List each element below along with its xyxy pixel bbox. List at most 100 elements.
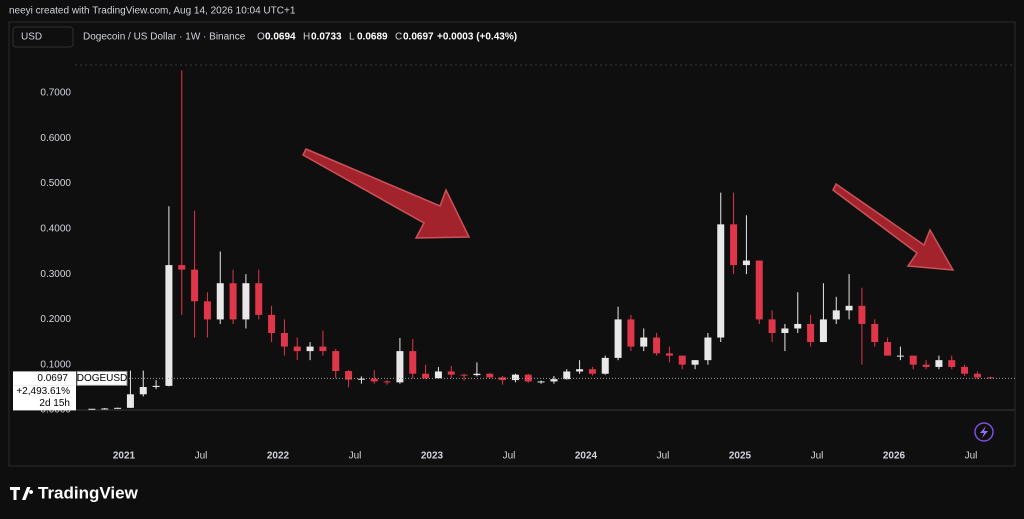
badge-countdown: 2d 15h bbox=[39, 398, 70, 409]
y-tick-label: 0.3000 bbox=[40, 269, 71, 280]
symbol-badge bbox=[76, 370, 128, 386]
candle-body bbox=[691, 360, 699, 365]
candle-body bbox=[332, 351, 340, 372]
price-badge-value: 0.0697 bbox=[37, 373, 68, 384]
logo-mark bbox=[10, 487, 34, 500]
ohlc-key: O bbox=[257, 32, 265, 43]
candle-body bbox=[178, 265, 186, 270]
x-tick-label: Jul bbox=[657, 451, 670, 462]
candle-body bbox=[576, 369, 584, 372]
badge-change: +2,493.61% bbox=[16, 386, 70, 397]
candle-body bbox=[601, 357, 609, 374]
symbol-badge-text: DOGEUSD bbox=[77, 373, 128, 384]
ohlc-value: 0.0733 bbox=[311, 32, 342, 43]
candle-body bbox=[306, 346, 314, 352]
x-tick-label: Jul bbox=[503, 451, 516, 462]
lightning-bolt bbox=[980, 426, 988, 438]
x-tick-label: Jul bbox=[811, 451, 824, 462]
candle-body bbox=[884, 342, 892, 356]
candle-body bbox=[640, 337, 648, 347]
ohlc-value: 0.0689 bbox=[357, 32, 388, 43]
candle-body bbox=[486, 373, 494, 378]
ohlc-key: H bbox=[303, 32, 310, 43]
ohlc-key: C bbox=[395, 32, 402, 43]
candle-body bbox=[191, 269, 199, 302]
y-tick-label: 0.6000 bbox=[40, 133, 71, 144]
candle-body bbox=[229, 283, 237, 320]
lightning-icon[interactable] bbox=[974, 422, 994, 442]
candle-body bbox=[242, 283, 250, 320]
candle-body bbox=[973, 373, 981, 378]
candle-body bbox=[460, 374, 468, 376]
candle-body bbox=[781, 328, 789, 333]
candle-body bbox=[447, 371, 455, 375]
candle-body bbox=[935, 360, 943, 367]
candle-body bbox=[203, 301, 211, 320]
candle-body bbox=[986, 377, 994, 379]
chart-panel bbox=[8, 21, 1016, 467]
candle-body bbox=[627, 319, 635, 347]
x-tick-label: 2024 bbox=[575, 451, 598, 462]
candle-body bbox=[537, 381, 545, 383]
candle-body bbox=[255, 283, 263, 315]
x-tick-label: 2022 bbox=[267, 451, 290, 462]
brand: TradingView bbox=[38, 483, 139, 502]
candle-body bbox=[139, 387, 147, 395]
candle-body bbox=[370, 378, 378, 382]
candle-body bbox=[216, 283, 224, 320]
candle-body bbox=[845, 305, 853, 311]
ohlc-key: L bbox=[349, 32, 355, 43]
candle-body bbox=[961, 366, 969, 374]
ohlc-value: 0.0694 bbox=[265, 32, 296, 43]
y-tick-label: 0.2000 bbox=[40, 314, 71, 325]
candle-body bbox=[422, 373, 430, 379]
arrow-annotation bbox=[832, 182, 955, 271]
currency-button[interactable] bbox=[12, 26, 74, 48]
candle-body bbox=[550, 379, 558, 382]
candle-body bbox=[819, 319, 827, 343]
candle-body bbox=[383, 381, 391, 383]
y-tick-label: 0.5000 bbox=[40, 178, 71, 189]
credit: neeyi created with TradingView.com, Aug … bbox=[9, 6, 296, 17]
change: +0.0003 (+0.43%) bbox=[437, 32, 517, 43]
y-tick-label: 0.7000 bbox=[40, 88, 71, 99]
candle-body bbox=[832, 310, 840, 320]
candle-body bbox=[807, 323, 815, 343]
candle-body bbox=[678, 355, 686, 365]
x-tick-label: Jul bbox=[195, 451, 208, 462]
candle-body bbox=[730, 224, 738, 266]
candle-body bbox=[473, 373, 481, 376]
x-tick-label: Jul bbox=[349, 451, 362, 462]
y-tick-label: 0.1000 bbox=[40, 359, 71, 370]
candle-body bbox=[101, 408, 109, 410]
candle-body bbox=[871, 323, 879, 343]
candle-body bbox=[742, 260, 750, 266]
plot: 0.00000.10000.20000.30000.40000.50000.60… bbox=[13, 70, 1015, 462]
candle-body bbox=[665, 353, 673, 356]
candle-body bbox=[319, 346, 327, 352]
candle-body bbox=[704, 337, 712, 361]
candle-body bbox=[768, 319, 776, 333]
x-tick-label: 2026 bbox=[883, 451, 906, 462]
candle-body bbox=[293, 346, 301, 352]
candle-body bbox=[357, 378, 365, 380]
candle-body bbox=[88, 408, 96, 410]
candle-body bbox=[922, 364, 930, 367]
candle-body bbox=[588, 369, 596, 374]
ohlc-value: 0.0697 bbox=[403, 32, 434, 43]
candle-body bbox=[858, 305, 866, 324]
candle-body bbox=[717, 224, 725, 338]
x-tick-label: 2025 bbox=[729, 451, 752, 462]
candle-body bbox=[511, 374, 519, 381]
candle-body bbox=[614, 319, 622, 358]
arrow-annotation bbox=[302, 148, 471, 239]
candle-body bbox=[280, 332, 288, 347]
candle-body bbox=[152, 385, 160, 388]
price-badge bbox=[13, 371, 76, 386]
candle-body bbox=[563, 371, 571, 380]
candle-body bbox=[396, 351, 404, 383]
symbol-title: Dogecoin / US Dollar · 1W · Binance bbox=[83, 32, 246, 43]
currency-label[interactable]: USD bbox=[21, 32, 42, 43]
